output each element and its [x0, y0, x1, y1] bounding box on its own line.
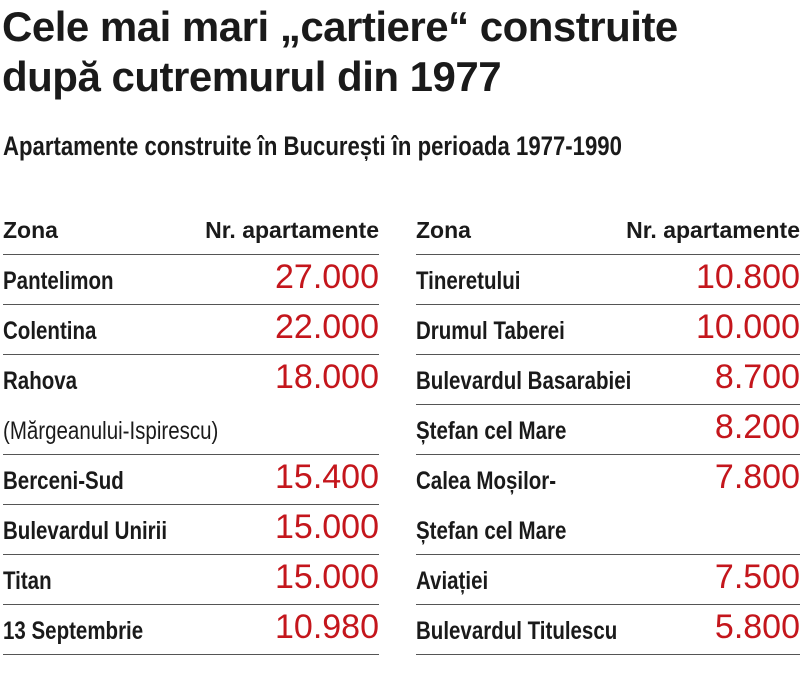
zone-name: Titan — [3, 567, 52, 595]
zone-name: Berceni-Sud — [3, 467, 124, 495]
zone-name: Bulevardul Titulescu — [416, 617, 618, 645]
right-table: Zona Nr. apartamente Tineretului 10.800 … — [416, 205, 800, 655]
zone-name: Bulevardul Unirii — [3, 517, 168, 545]
apartment-count: 10.800 — [696, 258, 800, 296]
zone-name: Calea Moșilor- — [416, 467, 557, 495]
table-row: Drumul Taberei 10.000 — [416, 305, 800, 355]
page-title: Cele mai mari „cartiere“ construite după… — [2, 2, 798, 102]
page-subtitle: Apartamente construite în București în p… — [3, 131, 622, 161]
apartment-count: 10.000 — [696, 308, 800, 346]
apartment-count: 10.980 — [275, 608, 379, 646]
zone-name: Tineretului — [416, 267, 521, 295]
apartment-count: 7.800 — [714, 458, 800, 496]
zone-name: Bulevardul Basarabiei — [416, 367, 632, 395]
apartment-count: 8.700 — [714, 358, 800, 396]
apartment-count: 7.500 — [714, 558, 800, 596]
apartment-count: 15.400 — [275, 458, 379, 496]
zone-name: Colentina — [3, 317, 97, 345]
zone-name: Pantelimon — [3, 267, 114, 295]
table-row: Bulevardul Basarabiei 8.700 — [416, 355, 800, 405]
apartment-count: 27.000 — [275, 258, 379, 296]
zone-name: Aviației — [416, 567, 489, 595]
left-table: Zona Nr. apartamente Pantelimon 27.000 C… — [3, 205, 379, 655]
apartment-count: 5.800 — [714, 608, 800, 646]
header-count: Nr. apartamente — [205, 217, 379, 243]
table-row: Tineretului 10.800 — [416, 255, 800, 305]
table-row: Pantelimon 27.000 — [3, 255, 379, 305]
table-row: Calea Moșilor- 7.800 — [416, 455, 800, 505]
zone-name: 13 Septembrie — [3, 617, 144, 645]
table-row: 13 Septembrie 10.980 — [3, 605, 379, 655]
table-row-continuation: (Mărgeanului-Ispirescu) — [3, 405, 379, 455]
title-line-2: după cutremurul din 1977 — [2, 53, 502, 100]
zone-name: Rahova — [3, 367, 78, 395]
table-row: Colentina 22.000 — [3, 305, 379, 355]
zone-name: Drumul Taberei — [416, 317, 565, 345]
table-row: Aviației 7.500 — [416, 555, 800, 605]
header-zone: Zona — [3, 217, 58, 243]
table-row: Bulevardul Titulescu 5.800 — [416, 605, 800, 655]
apartment-count: 22.000 — [275, 308, 379, 346]
header-zone: Zona — [416, 217, 471, 243]
table-header: Zona Nr. apartamente — [416, 205, 800, 255]
zone-name-continued: (Mărgeanului-Ispirescu) — [3, 417, 219, 445]
apartment-count: 15.000 — [275, 558, 379, 596]
table-header: Zona Nr. apartamente — [3, 205, 379, 255]
table-row: Ștefan cel Mare 8.200 — [416, 405, 800, 455]
table-row: Rahova 18.000 — [3, 355, 379, 405]
apartment-count: 15.000 — [275, 508, 379, 546]
table-row-continuation: Ștefan cel Mare — [416, 505, 800, 555]
zone-name-continued: Ștefan cel Mare — [416, 517, 567, 545]
table-row: Berceni-Sud 15.400 — [3, 455, 379, 505]
apartment-count: 8.200 — [714, 408, 800, 446]
apartment-count: 18.000 — [275, 358, 379, 396]
table-row: Bulevardul Unirii 15.000 — [3, 505, 379, 555]
zone-name: Ștefan cel Mare — [416, 417, 567, 445]
header-count: Nr. apartamente — [626, 217, 800, 243]
table-row: Titan 15.000 — [3, 555, 379, 605]
title-line-1: Cele mai mari „cartiere“ construite — [2, 3, 678, 50]
